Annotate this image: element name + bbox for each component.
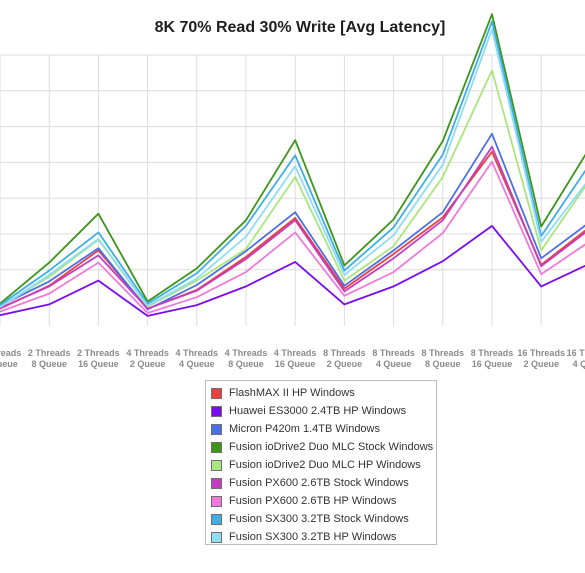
series-line <box>0 13 585 305</box>
series-lines <box>0 13 585 317</box>
x-tick-label: 8 Threads <box>422 348 465 358</box>
series-line <box>0 150 585 310</box>
chart-title: 8K 70% Read 30% Write [Avg Latency] <box>154 19 446 36</box>
x-tick-label: 8 Queue <box>31 359 67 369</box>
legend-label: Fusion SX300 3.2TB HP Windows <box>229 531 397 543</box>
series-line <box>0 20 585 306</box>
legend-label: Micron P420m 1.4TB Windows <box>229 423 380 435</box>
series-line <box>0 160 585 314</box>
legend-item[interactable]: FlashMAX II HP Windows <box>206 384 436 402</box>
x-tick-label: 4 Queue <box>179 359 215 369</box>
legend-label: Fusion PX600 2.6TB HP Windows <box>229 495 397 507</box>
legend-swatch <box>211 423 222 435</box>
x-tick-label: 2 Threads <box>77 348 120 358</box>
x-tick-label: 16 Queue <box>275 359 316 369</box>
x-tick-label: 8 Threads <box>323 348 366 358</box>
legend-swatch <box>211 477 222 489</box>
x-tick-label: 16 Queue <box>472 359 513 369</box>
x-tick-label: 2 Queue <box>523 359 559 369</box>
legend-label: Huawei ES3000 2.4TB HP Windows <box>229 405 407 417</box>
x-tick-label: 16 Threads <box>567 348 585 358</box>
legend-item[interactable]: Fusion PX600 2.6TB HP Windows <box>206 492 436 510</box>
legend-swatch <box>211 441 222 453</box>
legend-item[interactable]: Fusion SX300 3.2TB Stock Windows <box>206 510 436 528</box>
x-tick-label: 4 Threads <box>274 348 317 358</box>
legend-item[interactable]: Fusion PX600 2.6TB Stock Windows <box>206 474 436 492</box>
legend-item[interactable]: Fusion SX300 3.2TB HP Windows <box>206 528 436 546</box>
legend-swatch <box>211 513 222 525</box>
x-tick-label: 4 Threads <box>126 348 169 358</box>
x-tick-label: 4 Threads <box>176 348 219 358</box>
legend-item[interactable]: Fusion ioDrive2 Duo MLC HP Windows <box>206 456 436 474</box>
x-tick-label: 1 Threads <box>0 348 21 358</box>
x-tick-label: 2 Queue <box>130 359 166 369</box>
legend-label: Fusion ioDrive2 Duo MLC HP Windows <box>229 459 421 471</box>
x-tick-label: 1 Queue <box>0 359 18 369</box>
legend-item[interactable]: Micron P420m 1.4TB Windows <box>206 420 436 438</box>
x-tick-label: 4 Queue <box>376 359 412 369</box>
series-line <box>0 132 585 311</box>
x-tick-label: 2 Threads <box>28 348 71 358</box>
legend-label: Fusion PX600 2.6TB Stock Windows <box>229 477 409 489</box>
legend-item[interactable]: Fusion ioDrive2 Duo MLC Stock Windows <box>206 438 436 456</box>
legend-item[interactable]: Huawei ES3000 2.4TB HP Windows <box>206 402 436 420</box>
series-line <box>0 224 585 317</box>
x-tick-label: 8 Queue <box>425 359 461 369</box>
series-line <box>0 28 585 309</box>
legend-swatch <box>211 495 222 507</box>
x-tick-label: 8 Threads <box>372 348 415 358</box>
series-line <box>0 145 585 310</box>
legend-label: Fusion ioDrive2 Duo MLC Stock Windows <box>229 441 434 453</box>
x-tick-label: 4 Queue <box>573 359 585 369</box>
legend-label: FlashMAX II HP Windows <box>229 387 355 399</box>
x-tick-label: 16 Queue <box>78 359 119 369</box>
series-line <box>0 69 585 308</box>
legend-swatch <box>211 405 222 417</box>
legend: FlashMAX II HP Windows Huawei ES3000 2.4T… <box>205 380 437 545</box>
legend-label: Fusion SX300 3.2TB Stock Windows <box>229 513 409 525</box>
legend-swatch <box>211 459 222 471</box>
x-tick-label: 2 Queue <box>327 359 363 369</box>
x-tick-label: 8 Queue <box>228 359 264 369</box>
x-tick-label: 16 Threads <box>517 348 565 358</box>
x-tick-label: 8 Threads <box>471 348 514 358</box>
x-tick-label: 4 Threads <box>225 348 268 358</box>
legend-swatch <box>211 387 222 399</box>
legend-swatch <box>211 531 222 543</box>
